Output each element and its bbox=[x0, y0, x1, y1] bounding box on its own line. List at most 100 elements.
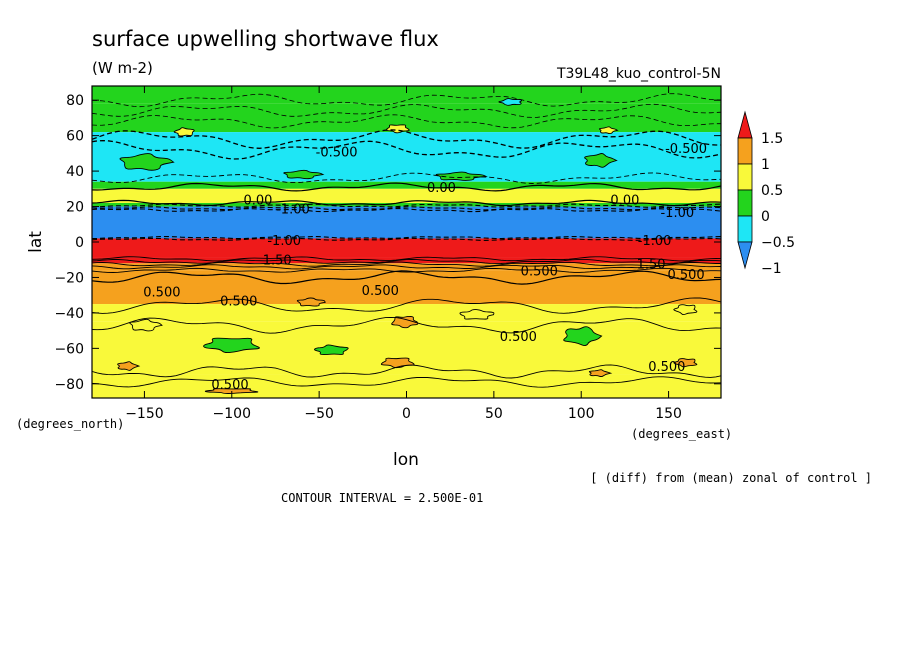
contour-line-pos bbox=[92, 297, 721, 314]
contour-line-zero bbox=[92, 182, 721, 192]
y-tick-label: 60 bbox=[66, 129, 84, 145]
contour-line-pos bbox=[92, 376, 721, 388]
field-band bbox=[92, 86, 721, 104]
colorbar-label: 1.5 bbox=[761, 131, 783, 147]
colorbar-label: 0.5 bbox=[761, 183, 783, 199]
contour-line-pos bbox=[92, 264, 721, 270]
cyan-patch bbox=[314, 344, 349, 356]
yellow-patch bbox=[588, 369, 613, 378]
orange-patch bbox=[391, 316, 419, 329]
y-ticks: 80 60 40 20 0 −20 −40 −60 −80 bbox=[54, 93, 721, 393]
x-ticks: −150 −100 −50 0 50 100 150 bbox=[125, 86, 682, 422]
y-tick-label: −40 bbox=[54, 306, 84, 322]
contour-label: 0.500 bbox=[648, 360, 685, 375]
field-band bbox=[92, 304, 721, 322]
contour-line-pos bbox=[92, 267, 721, 273]
field-band bbox=[92, 203, 721, 207]
colorbar-swatch bbox=[737, 137, 753, 165]
cyan-patch bbox=[203, 337, 260, 354]
contour-label: 0.500 bbox=[220, 295, 257, 310]
colorbar-label: −1 bbox=[761, 261, 782, 277]
contour-label: 0.00 bbox=[244, 193, 273, 208]
blue-patch bbox=[498, 98, 523, 106]
y-tick-label: 20 bbox=[66, 200, 84, 216]
contour-lines bbox=[92, 93, 721, 388]
contour-line-neg bbox=[92, 103, 721, 118]
contour-line-neg bbox=[92, 129, 721, 149]
contour-label: 1.50 bbox=[637, 257, 666, 272]
green-patch bbox=[129, 318, 163, 332]
contour-label: -0.500 bbox=[316, 146, 358, 161]
y-tick-label: 0 bbox=[75, 235, 84, 251]
x-tick-label: 150 bbox=[655, 406, 682, 422]
contour-label: 0.00 bbox=[610, 193, 639, 208]
contour-interval: CONTOUR INTERVAL = 2.500E-01 bbox=[281, 491, 483, 505]
green-patch bbox=[173, 127, 195, 137]
contour-line-neg bbox=[92, 114, 721, 129]
green-patch bbox=[673, 304, 698, 316]
y-tick-label: −80 bbox=[54, 377, 84, 393]
colorbar-swatch bbox=[737, 163, 753, 191]
contour-line-pos bbox=[92, 316, 721, 334]
contour-label: 1.50 bbox=[263, 254, 292, 269]
colorbar-swatch bbox=[737, 215, 753, 243]
contour-line-neg bbox=[92, 207, 721, 213]
contour-line-zero bbox=[92, 199, 721, 207]
cyan-patch bbox=[283, 169, 325, 180]
cyan-patch bbox=[435, 171, 488, 181]
x-tick-label: 0 bbox=[402, 406, 411, 422]
x-tick-label: −150 bbox=[125, 406, 163, 422]
x-tick-label: −100 bbox=[213, 406, 251, 422]
contour-line-pos bbox=[92, 258, 721, 265]
y-axis-label: lat bbox=[26, 231, 46, 253]
contour-line-neg bbox=[92, 139, 721, 160]
field-bands bbox=[92, 86, 721, 398]
colorbar-swatch bbox=[737, 189, 753, 217]
colorbar-arrow-top bbox=[737, 110, 753, 139]
contour-line-neg bbox=[92, 172, 721, 184]
run-label: T39L48_kuo_control-5N bbox=[556, 66, 721, 82]
field-band bbox=[92, 188, 721, 203]
field-band bbox=[92, 238, 721, 258]
green-patch bbox=[459, 309, 495, 320]
contour-label: -1.00 bbox=[660, 206, 694, 221]
contour-line-neg bbox=[92, 237, 721, 241]
contour-line-neg bbox=[92, 235, 721, 240]
contour-label: 0.500 bbox=[143, 286, 180, 301]
colorbar-label: −0.5 bbox=[761, 235, 795, 251]
diff-note: [ (diff) from (mean) zonal of control ] bbox=[590, 471, 872, 485]
y-tick-label: 80 bbox=[66, 93, 84, 109]
contour-line-pos bbox=[92, 270, 721, 285]
green-patch bbox=[598, 126, 619, 135]
orange-patch bbox=[296, 297, 326, 307]
field-band bbox=[92, 132, 721, 182]
colorbar-label: 1 bbox=[761, 157, 770, 173]
field-band bbox=[92, 270, 721, 305]
contour-label: 0.500 bbox=[521, 264, 558, 279]
contour-line-pos bbox=[92, 256, 721, 262]
yellow-patch bbox=[117, 361, 141, 371]
contour-label: -1.00 bbox=[267, 234, 301, 249]
contour-line-neg bbox=[92, 93, 721, 108]
field-band bbox=[92, 181, 721, 189]
field-band bbox=[92, 257, 721, 264]
x-tick-label: −50 bbox=[304, 406, 334, 422]
contour-label: 0.500 bbox=[667, 268, 704, 283]
yellow-patch bbox=[673, 358, 698, 368]
cyan-patch bbox=[119, 153, 175, 171]
contour-label: 0.500 bbox=[362, 284, 399, 299]
field-features bbox=[117, 98, 698, 394]
contour-line-pos bbox=[92, 261, 721, 267]
x-axis-label: lon bbox=[393, 450, 419, 470]
cyan-patch bbox=[563, 326, 603, 347]
field-band bbox=[92, 206, 721, 239]
contour-label: -1.00 bbox=[276, 202, 310, 217]
chart-title: surface upwelling shortwave flux bbox=[92, 27, 439, 51]
contour-line-pos bbox=[92, 364, 721, 379]
y-units-label: (degrees_north) bbox=[16, 417, 124, 431]
x-units-label: (degrees_east) bbox=[631, 427, 732, 441]
units-label: (W m-2) bbox=[92, 59, 153, 77]
